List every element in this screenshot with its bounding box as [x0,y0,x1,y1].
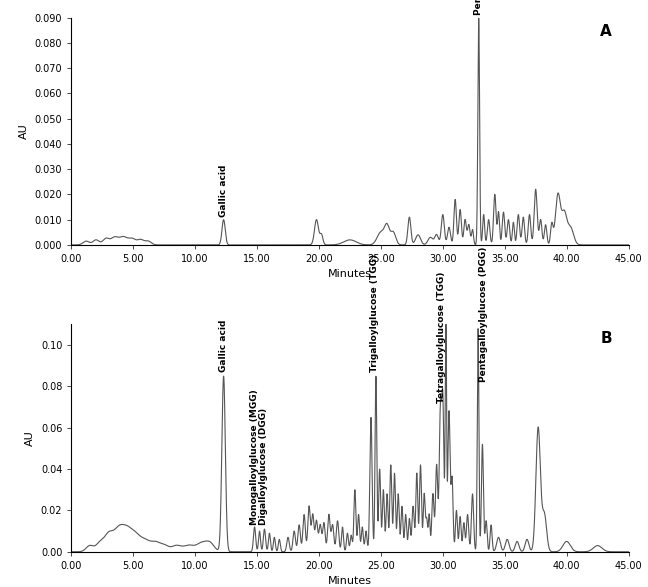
Text: Digalloylglucose (DGG): Digalloylglucose (DGG) [259,408,268,525]
Text: Pentagalloylglucose (PGG): Pentagalloylglucose (PGG) [474,0,483,15]
Text: A: A [600,25,612,39]
Text: Pentagalloylglucose (PGG): Pentagalloylglucose (PGG) [479,247,488,382]
Text: Gallic acid: Gallic acid [219,320,228,372]
Y-axis label: AU: AU [19,123,29,139]
Text: Gallic acid: Gallic acid [219,165,228,217]
X-axis label: Minutes: Minutes [328,576,372,586]
Y-axis label: AU: AU [25,430,35,446]
Text: B: B [600,331,612,346]
Text: Tetragalloylglucose (TGG): Tetragalloylglucose (TGG) [437,272,446,403]
Text: Monogalloylglucose (MGG): Monogalloylglucose (MGG) [250,389,259,525]
Text: Trigalloylglucose (TGG): Trigalloylglucose (TGG) [370,254,379,372]
X-axis label: Minutes: Minutes [328,269,372,279]
